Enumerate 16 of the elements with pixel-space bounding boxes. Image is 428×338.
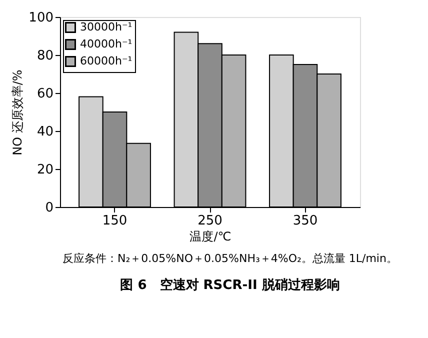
y-axis-title: NO 还原效率/% xyxy=(10,70,25,156)
text: 反应条件：N₂＋0.05%NO＋0.05%NH₃＋4%O₂。总流量 1L/min。 xyxy=(62,252,398,265)
y-tick-label: 40 xyxy=(36,124,54,140)
y-tick-label: 0 xyxy=(45,200,54,216)
legend-label: 30000h⁻¹ xyxy=(80,20,132,34)
legend-label: 60000h⁻¹ xyxy=(80,54,132,68)
x-tick-label: 150 xyxy=(102,214,128,228)
legend-label: 40000h⁻¹ xyxy=(80,38,132,50)
y-tick-label: 100 xyxy=(28,10,54,26)
y-tick-label: 20 xyxy=(36,162,54,178)
x-axis-title: 温度/℃ xyxy=(190,230,232,244)
x-tick-label: 250 xyxy=(198,214,222,228)
text: 图 6 空速对 RSCR-II 脱硝过程影响 xyxy=(120,277,340,293)
y-tick-label: 80 xyxy=(36,48,54,64)
y-tick-label: 60 xyxy=(36,86,54,102)
x-tick-label: 350 xyxy=(292,214,318,228)
